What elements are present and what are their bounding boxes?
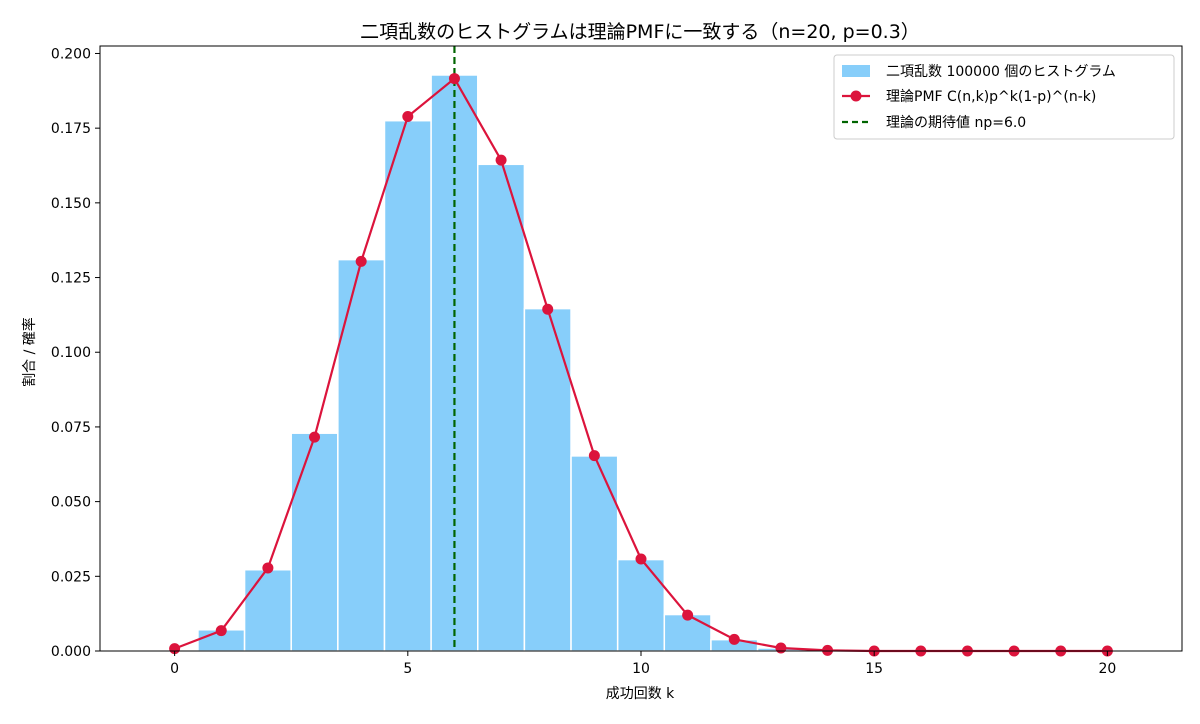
- histogram-bar: [337, 258, 386, 652]
- histogram-bar: [570, 455, 619, 652]
- y-tick-label: 0.100: [51, 345, 91, 361]
- histogram-bars: [197, 74, 805, 652]
- y-tick-label: 0.050: [51, 495, 91, 511]
- pmf-point: [542, 303, 554, 315]
- histogram-bar: [477, 163, 526, 652]
- chart-title: 二項乱数のヒストグラムは理論PMFに一致する（n=20, p=0.3）: [360, 21, 920, 43]
- x-axis-label: 成功回数 k: [606, 686, 675, 702]
- pmf-point: [402, 111, 414, 123]
- x-tick-label: 5: [403, 661, 412, 677]
- y-axis-label: 割合 / 確率: [21, 317, 38, 387]
- pmf-point: [495, 154, 507, 166]
- pmf-point: [309, 431, 321, 443]
- pmf-point: [728, 633, 740, 645]
- y-tick-label: 0.075: [51, 420, 91, 436]
- y-tick-label: 0.175: [51, 121, 91, 137]
- y-tick-label: 0.125: [51, 271, 91, 287]
- legend-box: [833, 54, 1175, 140]
- y-tick-label: 0.200: [51, 46, 91, 62]
- pmf-point: [355, 255, 367, 267]
- pmf-point: [775, 642, 787, 654]
- plot-area: 0 5 10 15 20 0.000 0.025 0.050 0.075 0.100 0.125 0.…: [51, 45, 1183, 677]
- x-tick-label: 20: [1098, 661, 1116, 677]
- y-tick-label: 0.150: [51, 196, 91, 212]
- pmf-point: [682, 609, 694, 621]
- pmf-point: [635, 553, 647, 565]
- pmf-point: [822, 644, 834, 656]
- legend-swatch-pmf-marker: [850, 90, 862, 102]
- legend-swatch-histogram: [842, 65, 870, 77]
- y-tick-label: 0.000: [51, 644, 91, 660]
- legend-label-expected: 理論の期待値 np=6.0: [886, 115, 1026, 131]
- x-tick-label: 0: [170, 661, 179, 677]
- x-tick-label: 10: [632, 661, 650, 677]
- histogram-bar: [290, 432, 339, 652]
- histogram-bar: [616, 558, 666, 652]
- pmf-point: [588, 450, 600, 462]
- pmf-point: [262, 562, 274, 574]
- y-tick-label: 0.025: [51, 569, 91, 585]
- histogram-bar: [383, 119, 432, 652]
- x-tick-label: 15: [865, 661, 883, 677]
- histogram-bar: [243, 568, 292, 652]
- pmf-point: [448, 73, 460, 85]
- pmf-point: [215, 625, 227, 637]
- legend-label-histogram: 二項乱数 100000 個のヒストグラム: [886, 64, 1116, 80]
- legend-label-pmf: 理論PMF C(n,k)p^k(1-p)^(n-k): [886, 89, 1096, 105]
